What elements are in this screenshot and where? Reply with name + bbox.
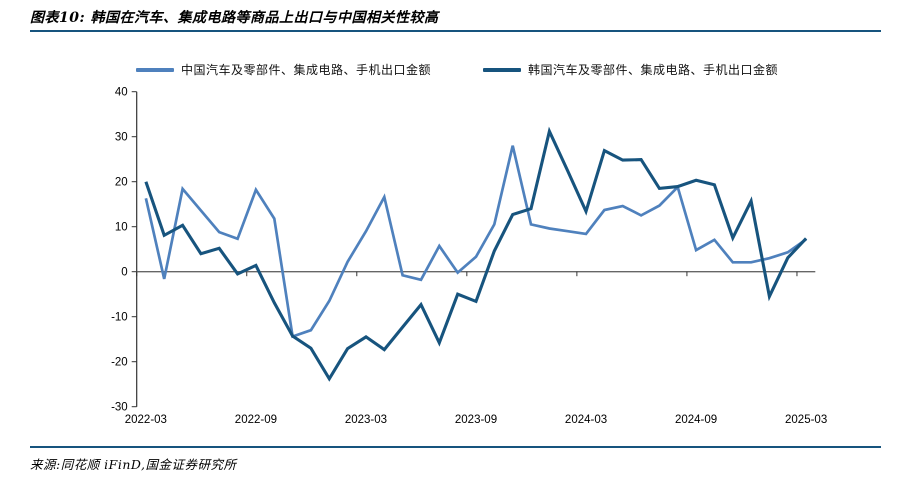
title-divider: [30, 30, 881, 32]
china-series-line: [144, 145, 807, 339]
page-title: 图表10: 韩国在汽车、集成电路等商品上出口与中国相关性较高: [30, 10, 439, 26]
y-axis-label: 10: [115, 222, 128, 234]
footer-divider: [30, 446, 881, 448]
y-axis-label: -30: [111, 402, 128, 414]
legend-item-china: 中国汽车及零部件、集成电路、手机出口金额: [136, 61, 431, 78]
legend-label-korea: 韩国汽车及零部件、集成电路、手机出口金额: [528, 63, 779, 77]
chart-legend: 中国汽车及零部件、集成电路、手机出口金额 韩国汽车及零部件、集成电路、手机出口金…: [136, 61, 778, 78]
legend-label-china: 中国汽车及零部件、集成电路、手机出口金额: [181, 63, 432, 77]
x-axis-label: 2024-09: [675, 414, 717, 426]
x-axis-label: 2022-09: [235, 414, 277, 426]
korea-line-swatch-icon: [483, 67, 522, 72]
x-axis-label: 2025-03: [785, 414, 827, 426]
x-axis-label: 2023-03: [345, 414, 387, 426]
china-line-swatch-icon: [136, 67, 174, 72]
source-note: 来源:同花顺 iFinD,国金证券研究所: [30, 457, 237, 472]
y-axis-label: -10: [111, 312, 128, 324]
y-axis-label: 20: [115, 177, 128, 189]
x-axis-label: 2023-09: [455, 414, 497, 426]
y-axis-label: 30: [115, 132, 128, 144]
x-axis-label: 2024-03: [565, 414, 607, 426]
legend-item-korea: 韩国汽车及零部件、集成电路、手机出口金额: [483, 61, 778, 78]
korea-series-line: [144, 126, 808, 382]
x-axis-label: 2022-03: [125, 414, 167, 426]
y-axis-label: -20: [111, 357, 128, 369]
y-axis-label: 40: [115, 87, 128, 99]
y-axis-label: 0: [121, 267, 127, 279]
